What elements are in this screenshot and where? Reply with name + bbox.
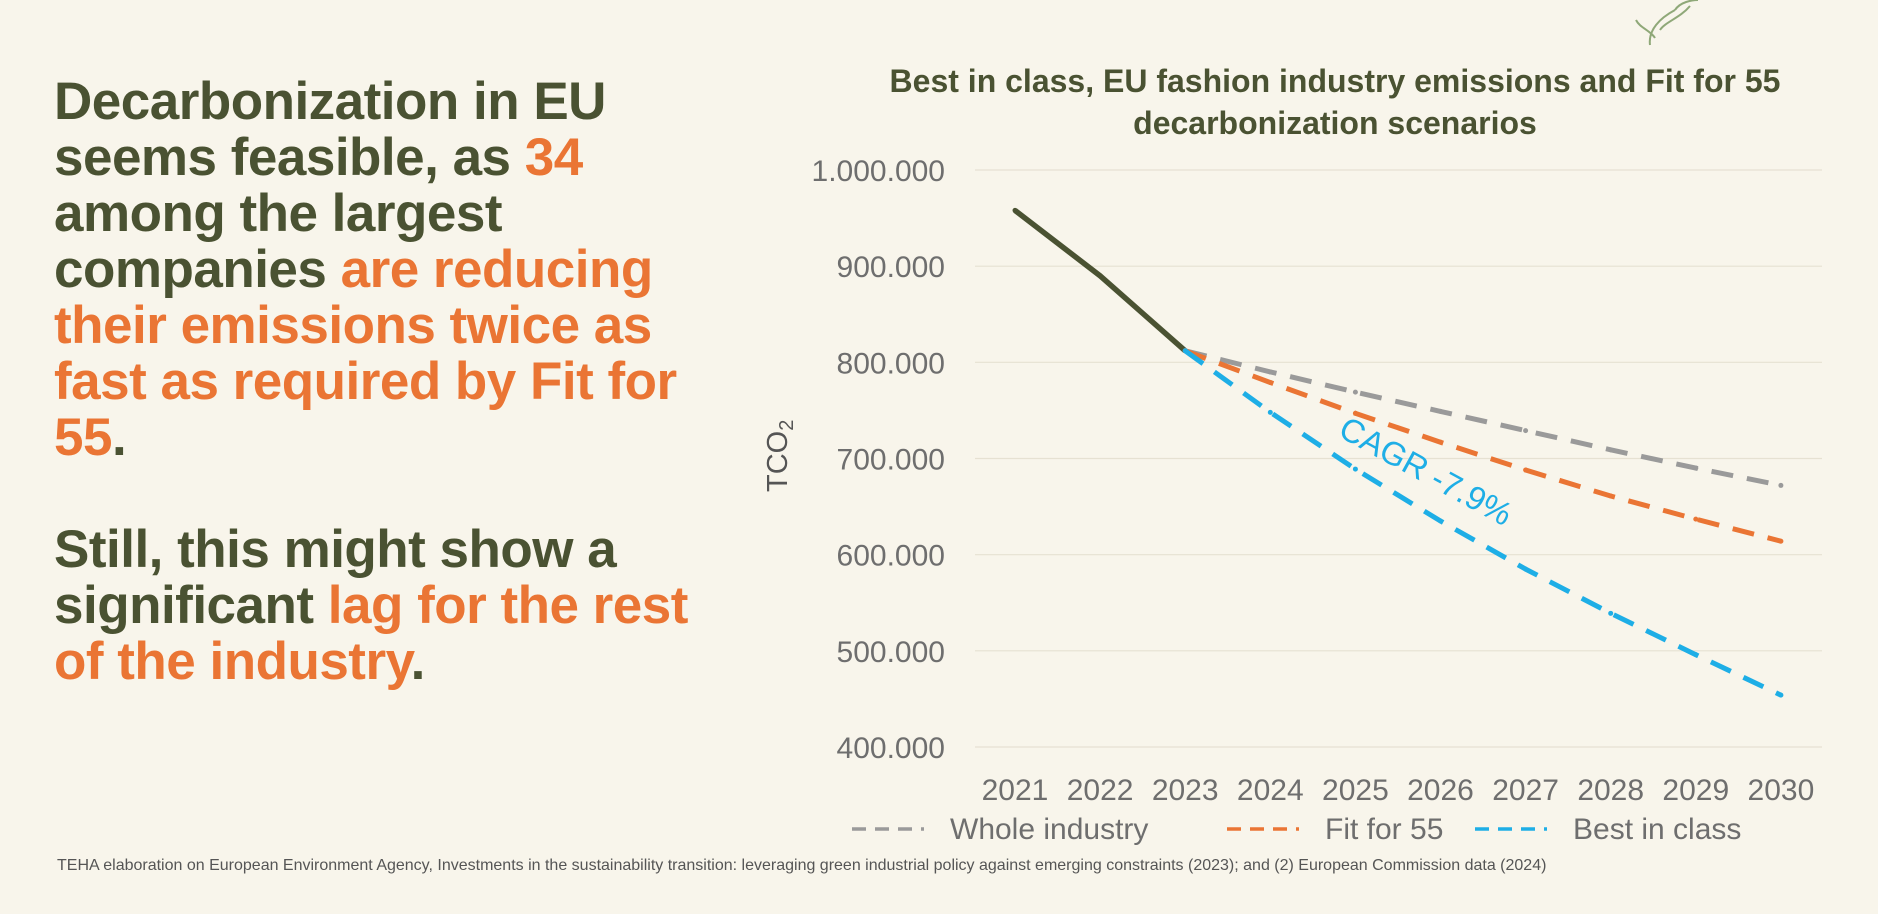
leaf-decoration-icon: [1635, 0, 1699, 46]
x-tick-label: 2030: [1748, 774, 1815, 807]
headline-text: among the largest companies: [54, 184, 502, 299]
x-tick-label: 2028: [1577, 774, 1644, 807]
headline-text: .: [410, 632, 426, 691]
series-line-historical: [1013, 208, 1188, 353]
y-tick-label: 700.000: [837, 444, 945, 477]
y-tick-label: 400.000: [837, 732, 945, 765]
data-point: [1352, 466, 1358, 472]
headline-text: Still, this might show a significant: [54, 520, 617, 635]
x-tick-label: 2023: [1152, 774, 1219, 807]
series-line-whole-industry: [1184, 348, 1782, 488]
x-tick-label: 2022: [1067, 774, 1134, 807]
headline: Decarbonization in EU seems feasible, as…: [54, 74, 734, 690]
data-point: [1438, 518, 1443, 524]
data-point: [1352, 389, 1358, 395]
data-point: [1523, 428, 1529, 434]
y-tick-label: 900.000: [837, 251, 945, 284]
data-point: [1352, 410, 1358, 416]
headline-paragraph-2: Still, this might show a significant lag…: [54, 522, 734, 690]
data-point: [1182, 348, 1188, 354]
headline-paragraph-1: Decarbonization in EU seems feasible, as…: [54, 74, 734, 466]
data-point: [1608, 493, 1614, 499]
y-axis-label: TCO2: [762, 420, 798, 492]
data-point: [1608, 610, 1614, 616]
chart-title: Best in class, EU fashion industry emiss…: [889, 63, 1781, 141]
data-point: [1267, 369, 1273, 375]
y-tick-label: 600.000: [837, 540, 945, 573]
data-point: [1097, 273, 1103, 279]
legend-label: Whole industry: [950, 813, 1148, 846]
headline-text: .: [111, 408, 127, 467]
source-note: TEHA elaboration on European Environment…: [57, 857, 1547, 874]
headline-highlight: 34: [524, 128, 583, 187]
data-point: [1012, 207, 1018, 213]
series-line-best-in-class: [1183, 348, 1782, 698]
x-tick-label: 2024: [1237, 774, 1304, 807]
data-point: [1267, 409, 1273, 415]
data-point: [1778, 482, 1784, 488]
legend-label: Best in class: [1573, 813, 1741, 846]
y-tick-label: 800.000: [837, 347, 945, 380]
data-point: [1438, 439, 1443, 445]
y-tick-label: 1.000.000: [812, 155, 945, 188]
data-point: [1693, 652, 1699, 658]
legend-label: Fit for 55: [1325, 813, 1443, 846]
data-point: [1778, 538, 1784, 544]
data-point: [1693, 516, 1699, 522]
series-line-fit-for-55: [1184, 348, 1782, 544]
x-tick-label: 2029: [1662, 774, 1729, 807]
data-point: [1267, 380, 1273, 386]
headline-highlight: lag for the rest of the industry: [54, 576, 688, 691]
x-tick-label: 2025: [1322, 774, 1389, 807]
data-point: [1778, 692, 1784, 698]
data-point: [1693, 465, 1699, 471]
headline-text: Decarbonization in EU seems feasible, as: [54, 72, 606, 187]
data-point: [1438, 408, 1443, 414]
x-tick-label: 2027: [1492, 774, 1559, 807]
x-tick-label: 2026: [1407, 774, 1474, 807]
emissions-chart: 1.000.000 900.000 800.000 700.000 600.000 500…: [762, 155, 1822, 846]
data-point: [1523, 467, 1529, 473]
headline-highlight: are reducing their emissions twice as fa…: [54, 240, 677, 467]
data-point: [1608, 447, 1614, 453]
y-tick-label: 500.000: [837, 636, 945, 669]
x-tick-label: 2021: [982, 774, 1049, 807]
data-point: [1523, 566, 1529, 572]
